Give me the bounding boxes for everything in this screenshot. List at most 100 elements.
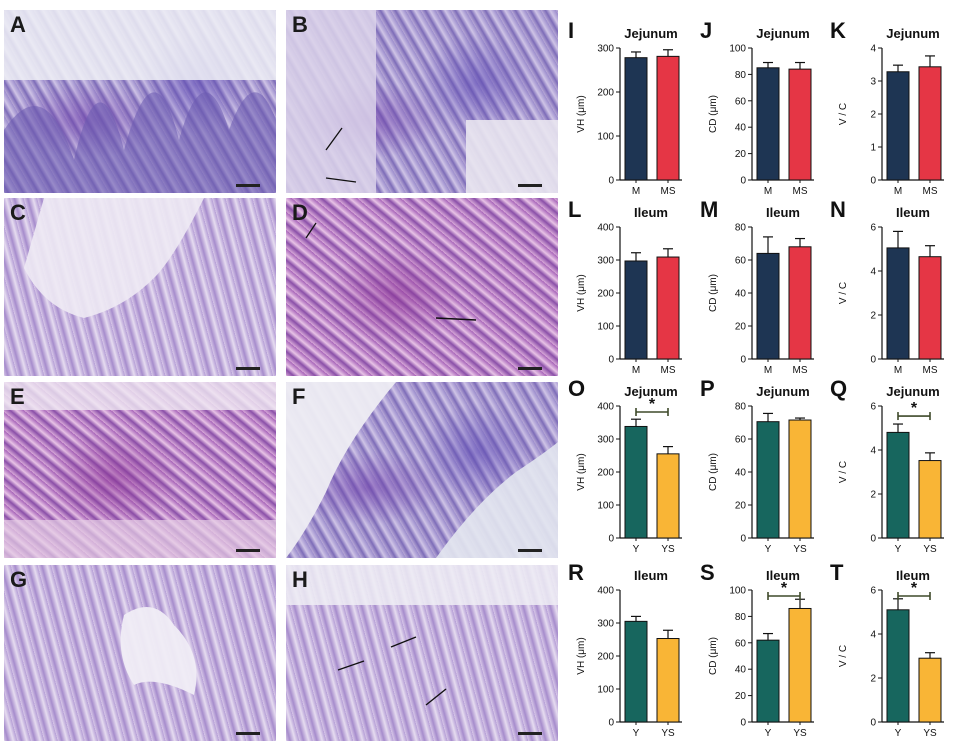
y-axis-label: CD (μm) bbox=[708, 453, 719, 491]
panel-label: H bbox=[292, 567, 308, 592]
panel-label: K bbox=[830, 18, 846, 43]
villi-shapes bbox=[286, 10, 558, 193]
micrograph-d: D bbox=[286, 198, 558, 376]
y-tick-label: 400 bbox=[597, 402, 614, 413]
x-tick-label: Y bbox=[633, 728, 640, 739]
bar-y bbox=[886, 431, 910, 539]
bar-y bbox=[756, 421, 780, 539]
panel-label: D bbox=[292, 200, 308, 225]
bar-ms bbox=[788, 246, 812, 360]
x-tick-label: YS bbox=[923, 544, 937, 555]
y-tick-label: 2 bbox=[870, 674, 876, 685]
bar-y bbox=[886, 609, 910, 723]
chart-panel-q: Q Jejunum 0 2 4 6 V / C Y YS * bbox=[830, 376, 944, 555]
y-tick-label: 80 bbox=[735, 223, 747, 234]
bar-ms bbox=[656, 256, 680, 360]
panel-label: R bbox=[568, 560, 584, 585]
panel-label: P bbox=[700, 376, 715, 401]
bar-ys bbox=[656, 453, 680, 539]
significance-star: * bbox=[911, 400, 918, 417]
bar-ms bbox=[788, 68, 812, 181]
x-tick-label: YS bbox=[661, 728, 675, 739]
chart-panel-j: J Jejunum 0 20 40 60 80 100 CD (μm) M MS bbox=[700, 18, 814, 197]
y-tick-label: 200 bbox=[597, 468, 614, 479]
scale-bar bbox=[236, 367, 260, 370]
y-tick-label: 300 bbox=[597, 435, 614, 446]
micrograph-c: C bbox=[4, 198, 276, 376]
y-tick-label: 2 bbox=[870, 110, 876, 121]
x-tick-label: M bbox=[764, 186, 772, 197]
bar-m bbox=[886, 247, 910, 360]
significance-star: * bbox=[649, 396, 656, 413]
y-axis-label: V / C bbox=[838, 645, 849, 667]
chart-title: Jejunum bbox=[624, 384, 677, 399]
villi-shapes bbox=[120, 607, 197, 695]
y-axis-label: CD (μm) bbox=[708, 274, 719, 312]
panel-label: C bbox=[10, 200, 26, 225]
y-tick-label: 0 bbox=[608, 718, 614, 729]
micrograph-g: G bbox=[4, 565, 276, 741]
scale-bar bbox=[518, 184, 542, 187]
y-tick-label: 0 bbox=[870, 718, 876, 729]
y-tick-label: 100 bbox=[597, 685, 614, 696]
chart-title: Ileum bbox=[766, 205, 800, 220]
chart-title: Ileum bbox=[634, 568, 668, 583]
bar-ys bbox=[788, 607, 812, 723]
bar-m bbox=[886, 71, 910, 181]
x-tick-label: M bbox=[764, 365, 772, 376]
x-tick-label: Y bbox=[765, 544, 772, 555]
scale-bar bbox=[236, 732, 260, 735]
panel-label: N bbox=[830, 197, 846, 222]
panel-label: E bbox=[10, 384, 25, 409]
panel-label: A bbox=[10, 12, 26, 37]
panel-label: G bbox=[10, 567, 28, 592]
y-axis-label: V / C bbox=[838, 282, 849, 304]
y-tick-label: 400 bbox=[597, 586, 614, 597]
chart-panel-i: I Jejunum 0 100 200 300 VH (μm) M MS bbox=[568, 18, 682, 197]
y-tick-label: 300 bbox=[597, 256, 614, 267]
y-tick-label: 80 bbox=[735, 70, 747, 81]
scale-bar bbox=[236, 184, 260, 187]
micrograph-f: F bbox=[286, 382, 558, 558]
y-tick-label: 3 bbox=[870, 77, 876, 88]
y-tick-label: 100 bbox=[597, 501, 614, 512]
micrograph-a: A bbox=[4, 10, 276, 193]
bar-y bbox=[756, 639, 780, 723]
chart-panel-t: T Ileum 0 2 4 6 V / C Y YS * bbox=[830, 560, 944, 739]
y-tick-label: 0 bbox=[740, 534, 746, 545]
y-tick-label: 4 bbox=[870, 267, 876, 278]
bar-m bbox=[756, 67, 780, 181]
x-tick-label: YS bbox=[793, 728, 807, 739]
bar-m bbox=[624, 57, 648, 181]
x-tick-label: M bbox=[632, 365, 640, 376]
bar-y bbox=[624, 425, 648, 539]
y-tick-label: 0 bbox=[608, 534, 614, 545]
y-tick-label: 0 bbox=[740, 176, 746, 187]
chart-title: Ileum bbox=[896, 568, 930, 583]
y-axis-label: VH (μm) bbox=[576, 95, 587, 132]
panel-label: O bbox=[568, 376, 585, 401]
significance-star: * bbox=[781, 580, 788, 597]
x-tick-label: Y bbox=[765, 728, 772, 739]
y-tick-label: 0 bbox=[870, 534, 876, 545]
y-tick-label: 300 bbox=[597, 44, 614, 55]
x-tick-label: MS bbox=[661, 365, 676, 376]
y-tick-label: 200 bbox=[597, 652, 614, 663]
x-tick-label: YS bbox=[793, 544, 807, 555]
villi-shapes bbox=[286, 565, 558, 706]
y-tick-label: 100 bbox=[729, 44, 746, 55]
y-axis-label: VH (μm) bbox=[576, 274, 587, 311]
y-tick-label: 40 bbox=[735, 123, 747, 134]
scale-bar bbox=[518, 549, 542, 552]
y-tick-label: 100 bbox=[729, 586, 746, 597]
y-tick-label: 80 bbox=[735, 402, 747, 413]
villi-shapes bbox=[4, 10, 276, 193]
y-tick-label: 60 bbox=[735, 256, 747, 267]
bar-ms bbox=[918, 256, 942, 360]
y-tick-label: 20 bbox=[735, 322, 747, 333]
y-tick-label: 4 bbox=[870, 44, 876, 55]
chart-title: Ileum bbox=[634, 205, 668, 220]
y-tick-label: 40 bbox=[735, 468, 747, 479]
panel-label: M bbox=[700, 197, 718, 222]
